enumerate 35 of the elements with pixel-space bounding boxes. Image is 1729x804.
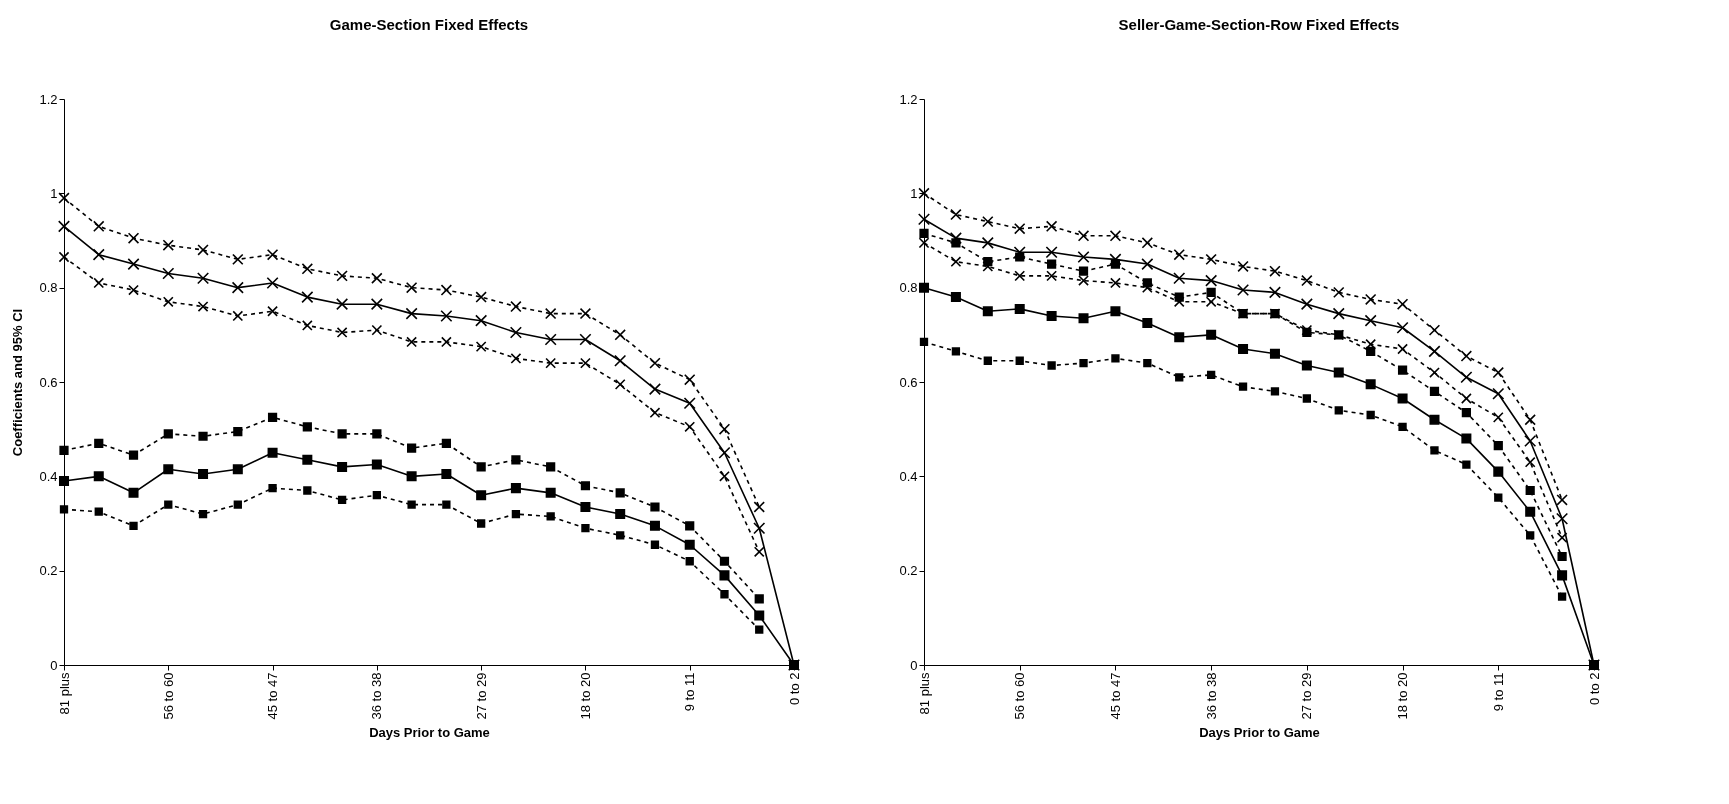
- x-tick-label: 45 to 47: [1107, 672, 1123, 720]
- y-tick-label: 0.8: [39, 280, 58, 296]
- y-tick-label: 0.4: [39, 468, 58, 484]
- y-tick-label: 1.2: [899, 91, 918, 107]
- x-tick-label: 18 to 20: [577, 672, 593, 720]
- y-tick-label: 0.4: [899, 468, 918, 484]
- chart-title: Game-Section Fixed Effects: [329, 16, 529, 33]
- x-tick-label: 56 to 60: [1012, 672, 1028, 720]
- x-tick-label: 0 to 2: [786, 672, 802, 706]
- x-tick-label: 27 to 29: [1299, 672, 1315, 720]
- x-tick-label: 27 to 29: [473, 672, 489, 720]
- chart-title: Seller-Game-Section-Row Fixed Effects: [1118, 16, 1400, 33]
- x-tick-label: 9 to 11: [682, 672, 698, 712]
- x-tick-label: 81 plus: [916, 672, 932, 715]
- y-tick-label: 0.2: [39, 563, 58, 579]
- y-tick-label: 1.2: [39, 91, 58, 107]
- x-axis-title: Days Prior to Game: [369, 725, 490, 741]
- x-tick-label: 81 plus: [56, 672, 72, 715]
- y-tick-label: 0.6: [39, 374, 58, 390]
- x-tick-label: 18 to 20: [1395, 672, 1411, 720]
- y-tick-label: 0.2: [899, 563, 918, 579]
- x-tick-label: 0 to 2: [1586, 672, 1602, 706]
- y-tick-label: 1: [910, 185, 918, 201]
- x-tick-label: 56 to 60: [160, 672, 176, 720]
- y-tick-label: 0.8: [899, 280, 918, 296]
- x-tick-label: 9 to 11: [1490, 672, 1506, 712]
- y-tick-label: 0: [910, 657, 918, 673]
- x-tick-label: 36 to 38: [1203, 672, 1219, 720]
- x-axis-title: Days Prior to Game: [1199, 725, 1320, 741]
- y-tick-label: 0.6: [899, 374, 918, 390]
- x-tick-label: 45 to 47: [265, 672, 281, 720]
- y-tick-label: 0: [50, 657, 58, 673]
- y-axis-title: Coefficients and 95% CI: [10, 308, 26, 457]
- y-tick-label: 1: [50, 185, 58, 201]
- x-tick-label: 36 to 38: [369, 672, 385, 720]
